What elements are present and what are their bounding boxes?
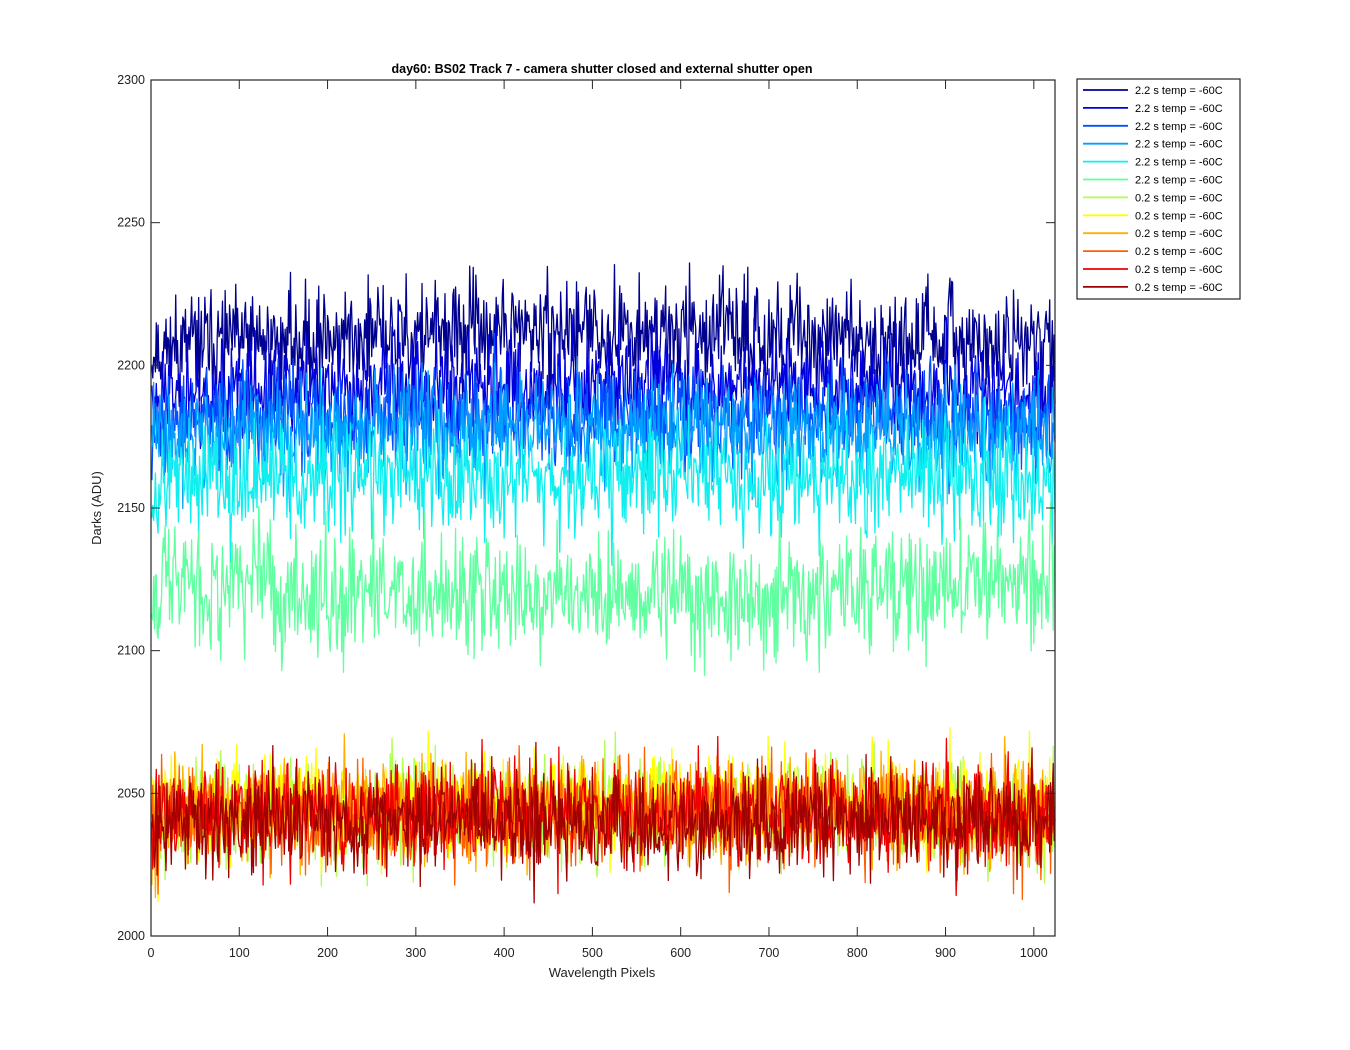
series-line-6 (151, 499, 1056, 676)
legend-entry-label: 0.2 s temp = -60C (1135, 210, 1223, 222)
x-axis-label: Wavelength Pixels (549, 965, 656, 980)
series-line-12 (151, 741, 1056, 904)
x-tick-label: 500 (582, 946, 603, 960)
y-tick-label: 2100 (117, 644, 145, 658)
legend-entry-label: 2.2 s temp = -60C (1135, 103, 1223, 115)
series-layer (151, 262, 1056, 904)
x-tick-label: 800 (847, 946, 868, 960)
x-tick-label: 700 (759, 946, 780, 960)
x-tick-label: 0 (148, 946, 155, 960)
y-tick-label: 2050 (117, 786, 145, 800)
y-axis-label: Darks (ADU) (89, 471, 104, 545)
x-tick-label: 300 (405, 946, 426, 960)
series-line-5 (151, 383, 1056, 570)
y-tick-label: 2250 (117, 216, 145, 230)
axis-ticks: 0 100 200 300 400 500 600 700 800 900 1000 2000 2050… (117, 73, 1055, 960)
legend-entry-label: 2.2 s temp = -60C (1135, 175, 1223, 187)
y-tick-label: 2150 (117, 501, 145, 515)
x-tick-label: 200 (317, 946, 338, 960)
legend-entry-label: 0.2 s temp = -60C (1135, 282, 1223, 294)
legend-entry-label: 2.2 s temp = -60C (1135, 157, 1223, 169)
y-tick-label: 2300 (117, 73, 145, 87)
legend-entry-label: 0.2 s temp = -60C (1135, 192, 1223, 204)
x-tick-label: 1000 (1020, 946, 1048, 960)
legend-entry-label: 0.2 s temp = -60C (1135, 228, 1223, 240)
y-tick-label: 2200 (117, 358, 145, 372)
legend: 2.2 s temp = -60C 2.2 s temp = -60C 2.2 s … (1076, 78, 1241, 300)
chart-title: day60: BS02 Track 7 - camera shutter clo… (392, 62, 813, 76)
legend-entry-label: 2.2 s temp = -60C (1135, 121, 1223, 133)
x-tick-label: 900 (935, 946, 956, 960)
x-tick-label: 400 (494, 946, 515, 960)
legend-entry-label: 2.2 s temp = -60C (1135, 85, 1223, 97)
legend-box (1076, 78, 1241, 300)
legend-entry-label: 0.2 s temp = -60C (1135, 246, 1223, 258)
x-tick-label: 600 (670, 946, 691, 960)
x-tick-label: 100 (229, 946, 250, 960)
legend-entry-label: 0.2 s temp = -60C (1135, 264, 1223, 276)
legend-entry-label: 2.2 s temp = -60C (1135, 139, 1223, 151)
y-tick-label: 2000 (117, 929, 145, 943)
